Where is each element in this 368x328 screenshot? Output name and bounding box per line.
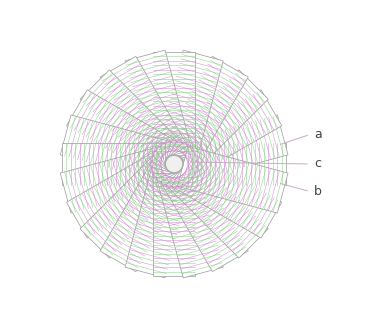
Text: b: b <box>314 185 322 198</box>
Polygon shape <box>166 156 268 258</box>
Polygon shape <box>171 151 282 238</box>
Polygon shape <box>125 167 192 278</box>
Polygon shape <box>153 51 195 155</box>
Polygon shape <box>100 56 188 167</box>
Polygon shape <box>161 56 248 167</box>
Polygon shape <box>125 50 192 161</box>
Text: c: c <box>314 157 321 171</box>
Polygon shape <box>62 143 165 185</box>
Text: a: a <box>314 128 322 141</box>
Polygon shape <box>183 143 287 185</box>
Polygon shape <box>177 146 288 213</box>
Polygon shape <box>67 151 177 238</box>
Polygon shape <box>80 70 183 172</box>
Polygon shape <box>156 167 223 278</box>
Polygon shape <box>166 70 268 172</box>
Polygon shape <box>177 115 288 182</box>
Polygon shape <box>156 50 223 161</box>
Polygon shape <box>100 161 188 272</box>
Polygon shape <box>161 161 248 272</box>
Circle shape <box>165 155 183 173</box>
Polygon shape <box>60 146 171 213</box>
Polygon shape <box>60 115 171 182</box>
Polygon shape <box>80 156 183 258</box>
Polygon shape <box>153 173 195 277</box>
Polygon shape <box>171 90 282 177</box>
Polygon shape <box>67 90 177 177</box>
